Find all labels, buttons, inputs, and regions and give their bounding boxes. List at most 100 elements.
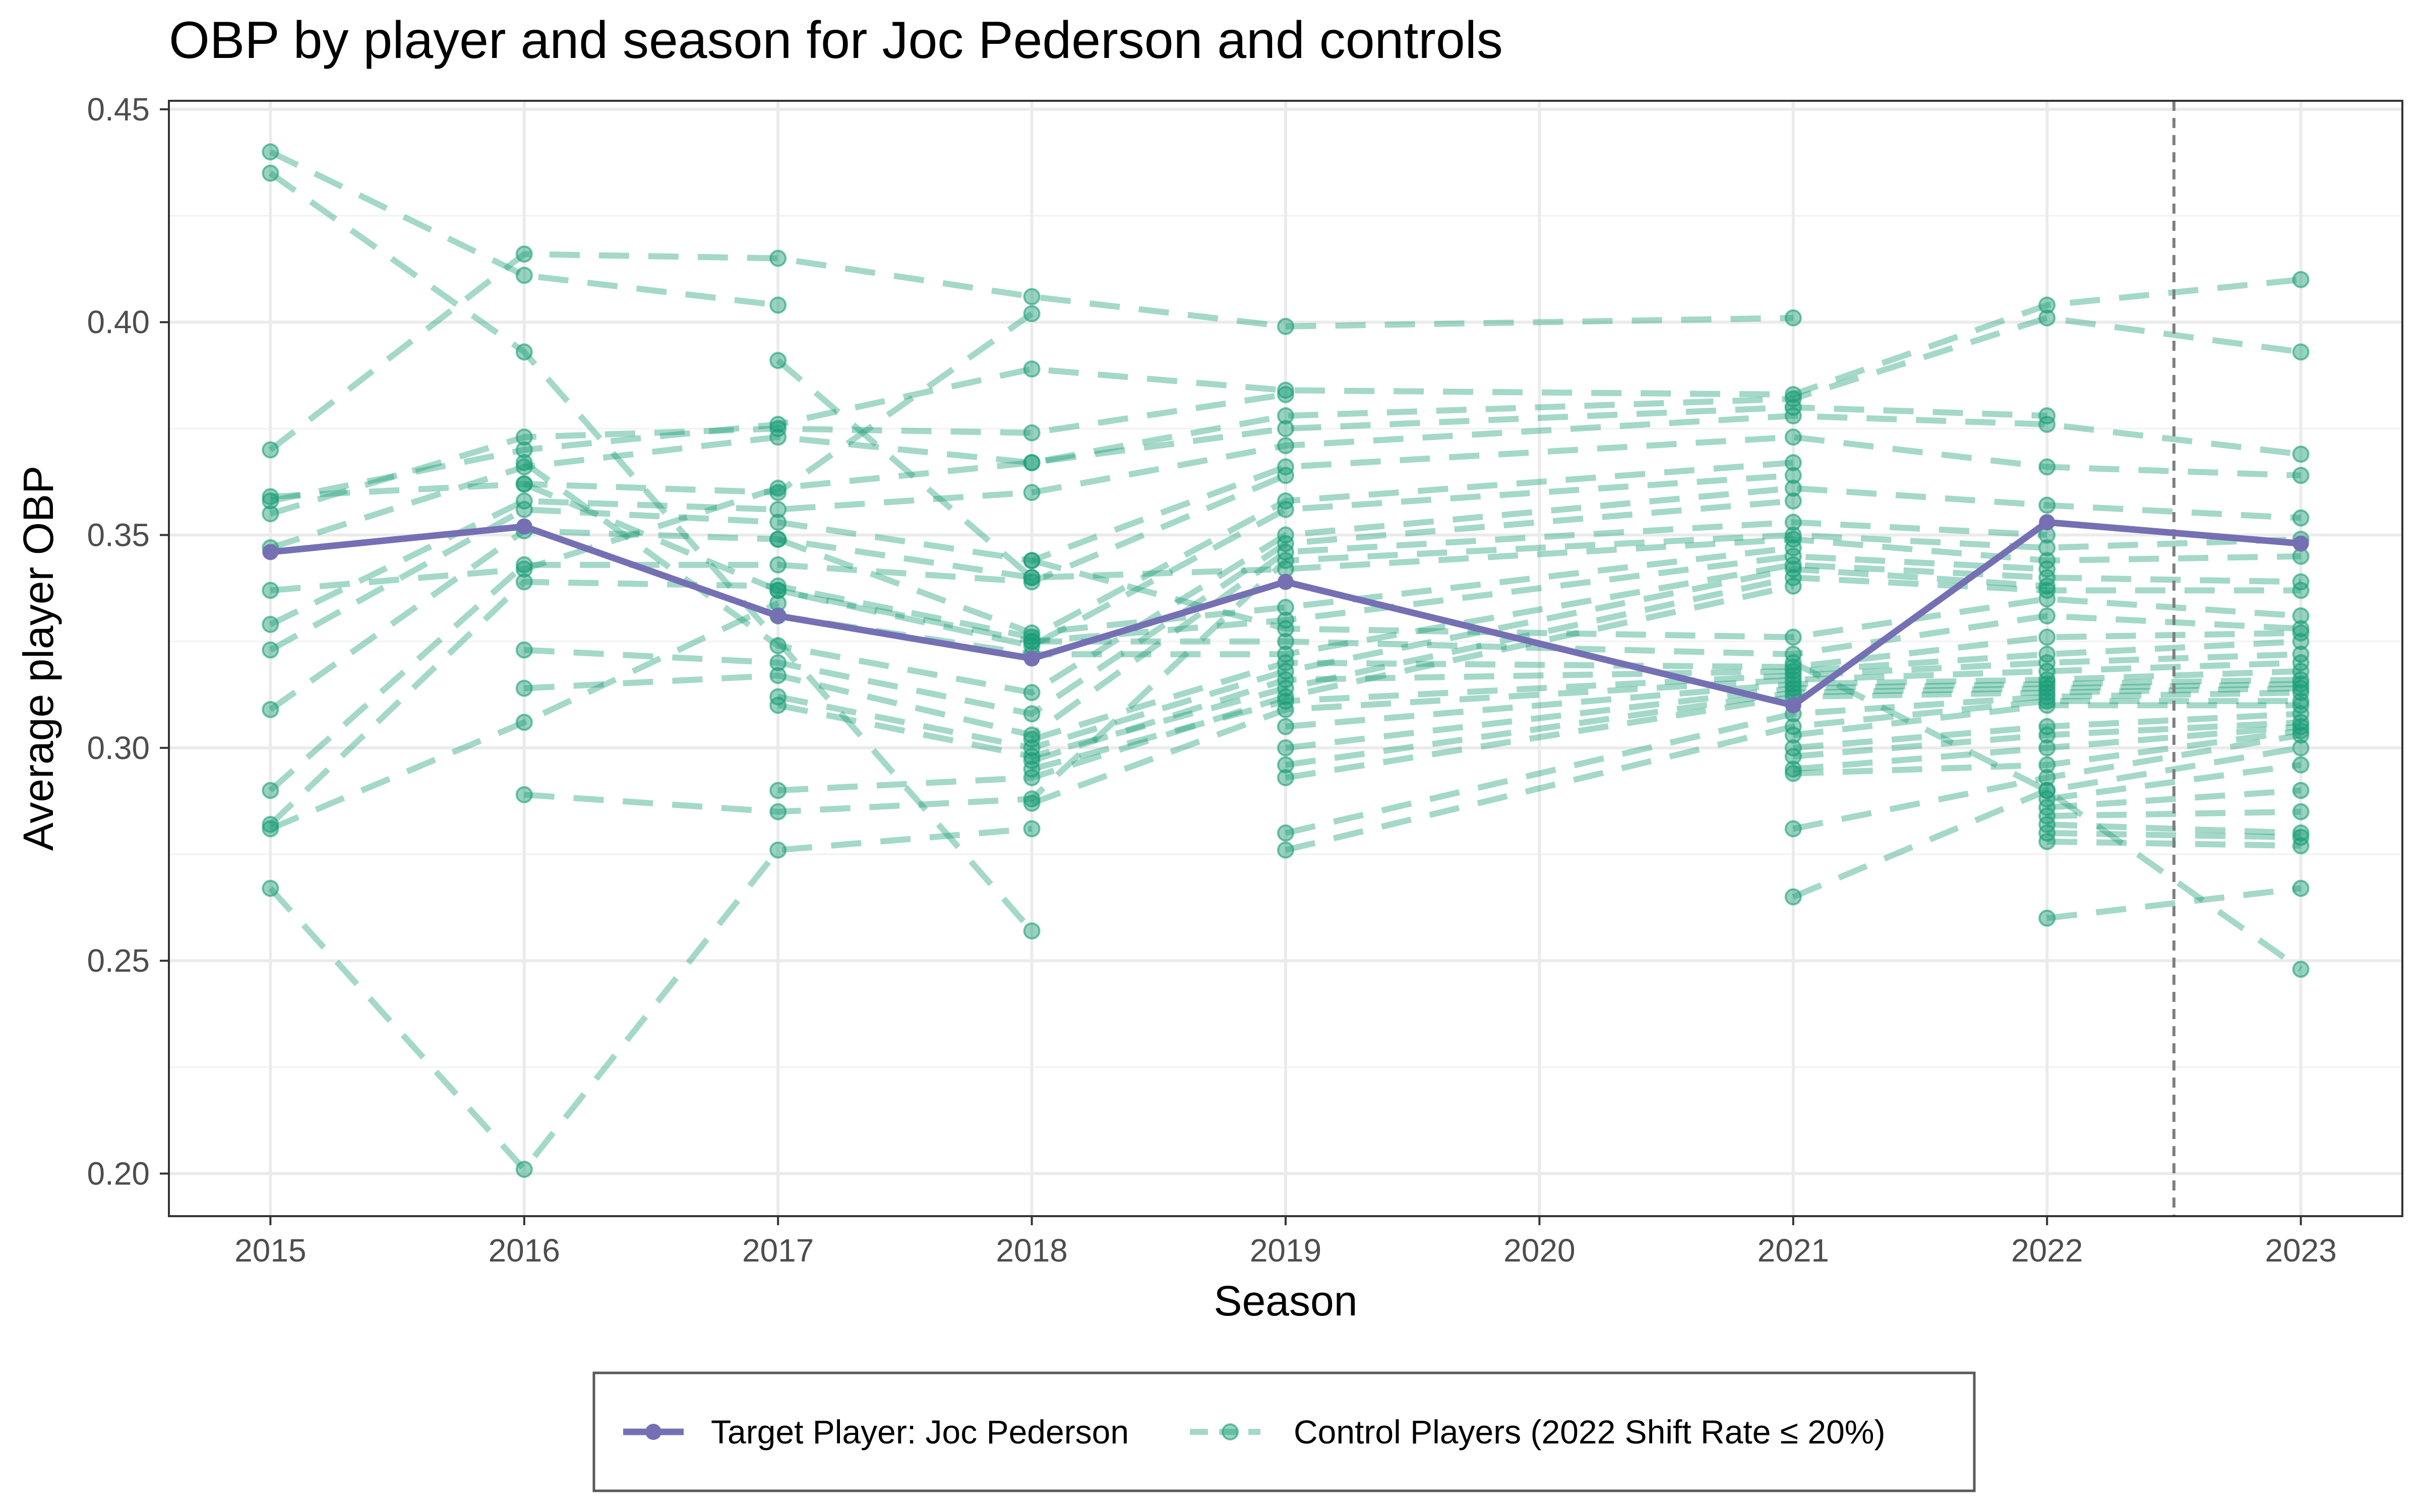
control-series-line: [2046, 762, 2302, 802]
control-point: [769, 479, 787, 497]
control-point: [515, 786, 533, 803]
control-point: [1277, 756, 1294, 774]
control-point: [1784, 726, 1802, 744]
x-tick-label: 2017: [742, 1232, 814, 1269]
control-point: [1784, 407, 1802, 425]
control-point: [515, 428, 533, 446]
control-point: [2038, 739, 2056, 757]
control-point: [2038, 296, 2056, 314]
control-point: [1277, 620, 1294, 638]
control-series-line: [1031, 629, 2301, 742]
control-point: [1784, 556, 1802, 574]
control-point: [2038, 909, 2056, 927]
control-series-line: [523, 472, 1794, 649]
control-point: [1023, 705, 1041, 723]
control-point: [2292, 803, 2310, 821]
control-point: [1023, 730, 1041, 748]
control-series-line: [270, 276, 2302, 504]
control-point: [1277, 382, 1294, 399]
x-tick-label: 2019: [1250, 1232, 1321, 1269]
control-series-line: [776, 358, 2301, 581]
x-tick-label: 2021: [1758, 1232, 1829, 1269]
control-series-line: [777, 583, 1794, 794]
control-point: [2292, 446, 2310, 463]
control-series-line: [524, 519, 2047, 738]
control-point: [769, 654, 787, 671]
y-axis-title: Average player OBP: [15, 466, 62, 851]
control-point: [769, 556, 787, 574]
control-point: [515, 441, 533, 459]
control-point: [1277, 739, 1294, 757]
legend: Target Player: Joc Pederson Control Play…: [592, 1371, 1976, 1492]
target-point: [2292, 535, 2309, 552]
control-point: [1277, 769, 1294, 787]
control-point: [769, 577, 787, 595]
control-series-line: [268, 826, 1033, 1173]
control-point: [1023, 288, 1041, 305]
control-point: [515, 679, 533, 697]
control-point: [262, 143, 279, 161]
control-point: [2292, 679, 2310, 697]
control-series-line: [269, 314, 2302, 551]
control-point: [1784, 761, 1802, 778]
control-point: [515, 500, 533, 518]
y-tick-label: 0.40: [87, 304, 150, 340]
control-series-line: [1285, 676, 2301, 751]
control-point: [262, 879, 279, 897]
control-point: [262, 615, 279, 633]
control-point: [2292, 467, 2310, 484]
target-series-line: [270, 519, 2302, 709]
control-point: [769, 415, 787, 433]
control-point: [1277, 318, 1294, 335]
control-series-line: [1793, 728, 2302, 777]
control-point: [1023, 424, 1041, 442]
legend-key-target-point: [645, 1424, 661, 1440]
control-point: [769, 637, 787, 655]
target-series: [262, 514, 2309, 714]
control-point: [1784, 654, 1802, 671]
control-point: [1784, 428, 1802, 446]
control-point: [1023, 305, 1041, 323]
control-point: [2038, 756, 2056, 774]
control-series-line: [268, 472, 1287, 793]
control-point: [2292, 620, 2310, 638]
x-tick-label: 2023: [2265, 1232, 2336, 1269]
control-point: [1784, 577, 1802, 595]
control-point: [1277, 420, 1294, 437]
control-point: [2292, 961, 2310, 978]
control-point: [1277, 688, 1294, 706]
control-point: [2038, 458, 2056, 476]
control-point: [1784, 492, 1802, 510]
control-point: [1277, 654, 1294, 671]
control-point: [769, 782, 787, 799]
control-point: [515, 343, 533, 361]
control-point: [1023, 790, 1041, 808]
control-point: [2292, 509, 2310, 527]
x-tick-label: 2016: [489, 1232, 560, 1269]
control-point: [1277, 701, 1294, 718]
control-point: [2292, 722, 2310, 740]
legend-label-target: Target Player: Joc Pederson: [711, 1413, 1129, 1451]
control-series-line: [269, 413, 2302, 627]
control-point: [769, 582, 787, 599]
control-point: [515, 556, 533, 574]
chart-title: OBP by player and season for Joc Pederso…: [169, 11, 1503, 70]
x-tick-label: 2020: [1503, 1232, 1575, 1269]
control-point: [262, 505, 279, 523]
control-point: [1784, 467, 1802, 484]
control-point: [769, 667, 787, 684]
control-point: [2292, 837, 2310, 855]
control-point: [515, 573, 533, 591]
control-point: [1023, 573, 1041, 591]
control-series-line: [1285, 689, 2301, 836]
control-series-line: [1031, 638, 2301, 764]
control-point: [2292, 739, 2310, 757]
control-point: [2292, 692, 2310, 710]
control-point: [1023, 484, 1041, 501]
control-point: [515, 245, 533, 263]
control-point: [1277, 824, 1294, 842]
control-point: [769, 428, 787, 446]
control-point: [2038, 769, 2056, 787]
control-series-line: [268, 460, 1794, 827]
